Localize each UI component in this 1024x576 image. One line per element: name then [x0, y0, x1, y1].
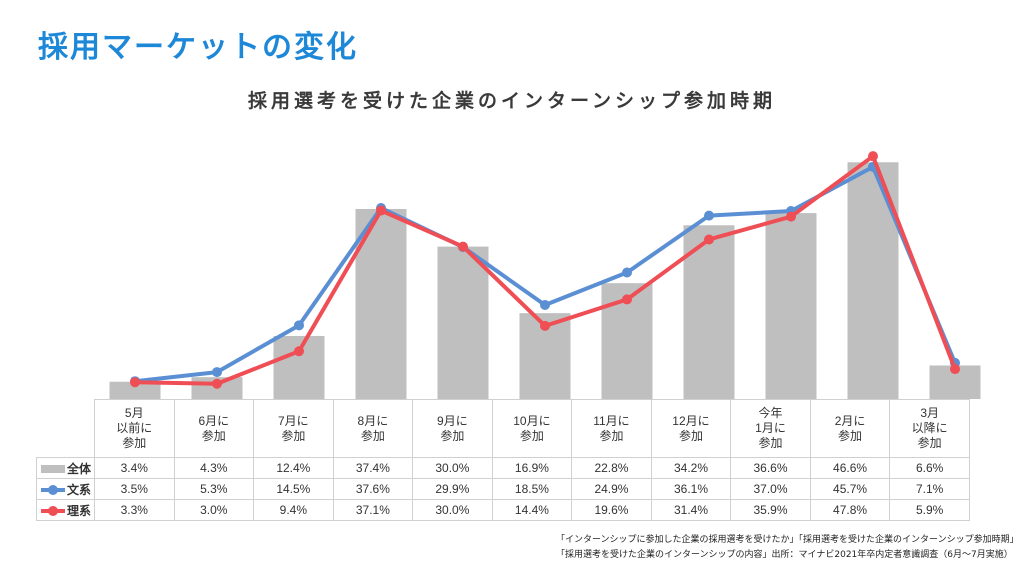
point-理系-2: [294, 346, 304, 357]
data-label: 5.9%: [889, 499, 970, 521]
page-title: 採用マーケットの変化: [38, 30, 358, 65]
point-理系-5: [540, 320, 550, 331]
category-label: 12月に 参加: [650, 399, 732, 458]
bar-全体-0: [109, 381, 161, 399]
data-label: 4.3%: [173, 457, 255, 479]
point-理系-3: [376, 205, 386, 216]
category-label: 7月に 参加: [253, 399, 334, 458]
data-table: 5月 以前に 参加 6月に 参加 7月に 参加 8月に 参加 9月に 参加 10月に 参加…: [36, 399, 970, 521]
series-label: 文系: [36, 478, 95, 500]
data-label: 36.1%: [650, 478, 732, 500]
point-理系-7: [704, 234, 714, 245]
data-label: 14.4%: [491, 499, 573, 521]
source-line-1: 「インターンシップに参加した企業の採用選考を受けたか」「採用選考を受けた企業のイ…: [556, 535, 1019, 545]
point-理系-6: [622, 294, 632, 305]
table-row: 全体 3.4% 4.3% 12.4% 37.4% 30.0% 16.9% 22.8% 34.2%…: [36, 457, 970, 479]
table-body: 全体 3.4% 4.3% 12.4% 37.4% 30.0% 16.9% 22.8% 34.2%…: [36, 457, 970, 521]
legend-key-icon: [41, 465, 65, 474]
category-label: 9月に 参加: [412, 399, 493, 458]
data-label: 3.3%: [94, 499, 175, 521]
table-row: 理系 3.3% 3.0% 9.4% 37.1% 30.0% 14.4% 19.6% 31.4% 3…: [36, 499, 970, 521]
category-label: 2月に 参加: [809, 399, 891, 458]
data-label: 37.1%: [332, 499, 414, 521]
point-文系-7: [704, 210, 714, 221]
category-label: 6月に 参加: [173, 399, 255, 458]
data-label: 45.7%: [809, 478, 891, 500]
data-label: 3.0%: [173, 499, 255, 521]
data-label: 19.6%: [571, 499, 652, 521]
source-line-2: 「採用選考を受けた企業のインターンシップの内容」出所：マイナビ2021年卒内定者…: [556, 550, 1013, 560]
category-label: 5月 以前に 参加: [94, 399, 175, 458]
table-header-row: 5月 以前に 参加 6月に 参加 7月に 参加 8月に 参加 9月に 参加 10月に 参加…: [37, 399, 970, 458]
point-文系-6: [622, 267, 632, 278]
data-label: 16.9%: [491, 457, 573, 479]
category-label: 11月に 参加: [571, 399, 652, 458]
data-label: 30.0%: [412, 457, 493, 479]
data-label: 35.9%: [730, 499, 811, 521]
point-文系-5: [540, 300, 550, 311]
table-row: 文系 3.5% 5.3% 14.5% 37.6% 29.9% 18.5% 24.9% 36.1%…: [36, 478, 970, 500]
source-note: 「インターンシップに参加した企業の採用選考を受けたか」「採用選考を受けた企業のイ…: [556, 533, 1019, 563]
point-理系-10: [950, 364, 960, 375]
point-文系-1: [212, 367, 222, 378]
data-label: 18.5%: [491, 478, 573, 500]
data-label: 7.1%: [889, 478, 970, 500]
series-label: 理系: [36, 499, 95, 521]
category-label: 10月に 参加: [491, 399, 573, 458]
data-label: 46.6%: [809, 457, 891, 479]
data-label: 3.4%: [94, 457, 175, 479]
data-label: 3.5%: [94, 478, 175, 500]
data-label: 5.3%: [173, 478, 255, 500]
data-label: 47.8%: [809, 499, 891, 521]
category-label: 今年 1月に 参加: [730, 399, 811, 458]
data-label: 22.8%: [571, 457, 652, 479]
data-label: 37.4%: [332, 457, 414, 479]
data-label: 12.4%: [253, 457, 334, 479]
series-name: 理系: [67, 503, 92, 518]
data-label: 24.9%: [571, 478, 652, 500]
point-文系-2: [294, 320, 304, 331]
point-理系-4: [458, 241, 468, 252]
data-label: 30.0%: [412, 499, 493, 521]
category-label: 8月に 参加: [332, 399, 414, 458]
point-理系-8: [786, 211, 796, 222]
legend-key-icon: [41, 506, 65, 517]
legend-key-icon: [41, 485, 65, 496]
data-label: 34.2%: [650, 457, 732, 479]
point-理系-9: [868, 151, 878, 162]
point-理系-0: [130, 377, 140, 388]
bar-全体-4: [437, 246, 489, 399]
chart-title: 採用選考を受けた企業のインターンシップ参加時期: [247, 90, 777, 112]
data-label: 14.5%: [253, 478, 334, 500]
data-label: 6.6%: [889, 457, 970, 479]
series-name: 全体: [67, 461, 92, 476]
table-corner: [37, 400, 95, 458]
bar-全体-2: [273, 336, 325, 399]
bar-全体-8: [765, 213, 817, 399]
point-理系-1: [212, 378, 222, 389]
data-label: 29.9%: [412, 478, 493, 500]
data-label: 37.6%: [332, 478, 414, 500]
data-label: 31.4%: [650, 499, 732, 521]
data-label: 36.6%: [730, 457, 811, 479]
series-name: 文系: [67, 482, 92, 497]
data-label: 37.0%: [730, 478, 811, 500]
chart-plot: [109, 151, 981, 399]
data-label: 9.4%: [253, 499, 334, 521]
series-label: 全体: [36, 457, 95, 479]
category-label: 3月 以降に 参加: [889, 399, 970, 458]
